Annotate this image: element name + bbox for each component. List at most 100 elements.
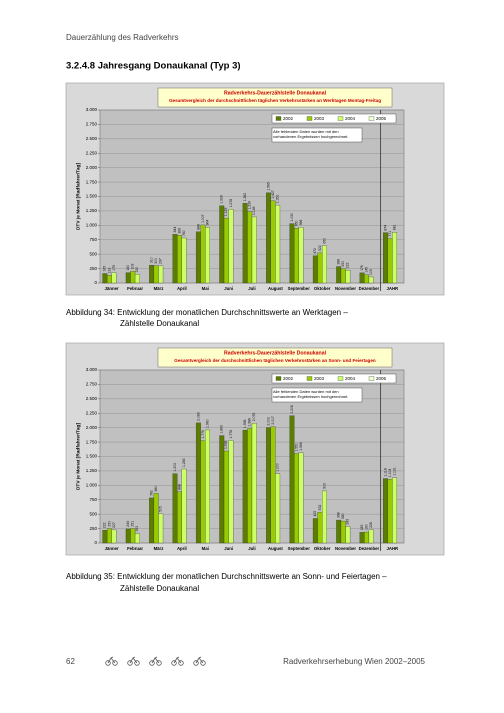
legend-box (271, 373, 397, 384)
data-label: 505 (159, 506, 163, 512)
data-label: 1.382 (243, 193, 247, 202)
x-tick-label: Juni (224, 546, 233, 551)
bar (392, 232, 398, 284)
bar (392, 477, 398, 544)
data-label: 888 (177, 484, 181, 490)
legend-swatch (368, 376, 375, 381)
bar (275, 473, 281, 544)
data-label: 1.427 (271, 190, 275, 199)
bar (149, 264, 155, 284)
x-tick-label: August (268, 546, 283, 551)
bar (158, 265, 164, 284)
x-tick-label: Dezember (359, 546, 380, 551)
bar (270, 426, 276, 544)
y-tick-label: 250 (89, 266, 97, 271)
x-tick-label: August (268, 286, 283, 291)
data-label: 133 (107, 268, 111, 274)
bar (322, 245, 327, 284)
bar (228, 440, 234, 544)
section-title: 3.2.4.8 Jahresgang Donaukanal (Typ 3) (66, 61, 241, 72)
data-label: 1.278 (229, 199, 233, 208)
y-axis-label: DTV je Monat [Radfahrer/Tag] (75, 163, 81, 230)
data-label: 1.776 (201, 430, 205, 439)
y-tick-label: 500 (89, 251, 97, 256)
data-label: 244 (126, 521, 130, 527)
data-label: 1.863 (220, 425, 224, 434)
data-label: 228 (369, 522, 373, 528)
data-label: 966 (299, 220, 303, 226)
legend-swatch (306, 116, 313, 121)
data-label: 1.131 (392, 467, 396, 476)
data-label: 874 (383, 225, 387, 231)
y-tick-label: 1.750 (86, 179, 98, 184)
x-tick-label: Juli (248, 286, 255, 291)
x-tick-label: Februar (127, 286, 143, 291)
data-label: 250 (107, 521, 111, 527)
x-tick-label: Oktober (314, 546, 331, 551)
x-tick-label: JAHR (386, 286, 399, 291)
y-tick-label: 2.750 (86, 122, 98, 127)
bar (177, 235, 182, 284)
legend-label: 2004 (345, 376, 356, 381)
caption: Abbildung 34: Entwicklung der monatliche… (66, 308, 348, 317)
data-label: 1.239 (248, 201, 252, 210)
x-tick-label: November (335, 286, 356, 291)
bar (228, 209, 234, 284)
data-label: 250 (341, 261, 345, 267)
bicycle-icons (105, 656, 206, 666)
data-label: 1.986 (248, 418, 252, 427)
data-label: 844 (173, 227, 177, 233)
chart-title: Radverkehrs-Dauerzählstelle Donaukanal (224, 90, 327, 96)
title-box (157, 87, 393, 108)
footer-text: Radverkehrserhebung Wien 2002–2005 (283, 657, 425, 666)
data-label: 1.030 (290, 213, 294, 222)
bar (275, 204, 281, 284)
x-tick-label: September (288, 286, 311, 291)
data-label: 2.002 (266, 417, 270, 426)
header: Dauerzählung des Radverkehrs (66, 33, 179, 42)
data-label: 179 (112, 265, 116, 271)
x-tick-label: Juli (248, 546, 255, 551)
y-tick-label: 1.250 (86, 468, 98, 473)
data-label: 176 (360, 265, 364, 271)
y-tick-label: 1.750 (86, 439, 98, 444)
legend-label: 2003 (314, 376, 325, 381)
chart-subtitle: Gesamtvergleich der durchschnittlichen t… (174, 358, 376, 363)
chart: Radverkehrs-Dauerzählstelle Donaukanal Ge… (65, 342, 445, 556)
bar (205, 429, 210, 544)
data-label: 300 (154, 258, 158, 264)
bar (195, 231, 201, 284)
legend-box (271, 113, 397, 124)
bar (134, 533, 140, 544)
bar (312, 518, 318, 544)
y-tick-label: 500 (89, 511, 97, 516)
caption: Zählstelle Donaukanal (120, 584, 199, 593)
chart: Radverkehrs-Dauerzählstelle Donaukanal Ge… (65, 82, 445, 296)
bar (294, 453, 299, 544)
data-label: 1.595 (224, 440, 228, 449)
y-tick-label: 1.250 (86, 208, 98, 213)
y-tick-label: 750 (89, 497, 97, 502)
y-axis-label: DTV je Monat [Radfahrer/Tag] (75, 423, 81, 490)
bar (134, 274, 140, 284)
y-tick-label: 2.250 (86, 150, 98, 155)
data-label: 1.960 (205, 419, 209, 428)
bar (383, 478, 388, 544)
data-label: 950 (294, 220, 298, 226)
bar (247, 428, 253, 544)
x-tick-label: März (154, 546, 164, 551)
page-number: 62 (66, 657, 75, 666)
bar (294, 228, 299, 284)
annotation: Alle fehlenden Daten wurden mit den vorh… (273, 389, 348, 399)
bar (383, 232, 388, 284)
legend-label: 2005 (376, 116, 387, 121)
bar (242, 429, 248, 544)
legend-label: 2003 (314, 116, 325, 121)
bar (289, 415, 295, 544)
y-tick-label: 1.500 (86, 454, 98, 459)
bar (106, 275, 112, 284)
bar (219, 435, 225, 544)
data-label: 1.566 (299, 442, 303, 451)
bar (125, 272, 131, 284)
